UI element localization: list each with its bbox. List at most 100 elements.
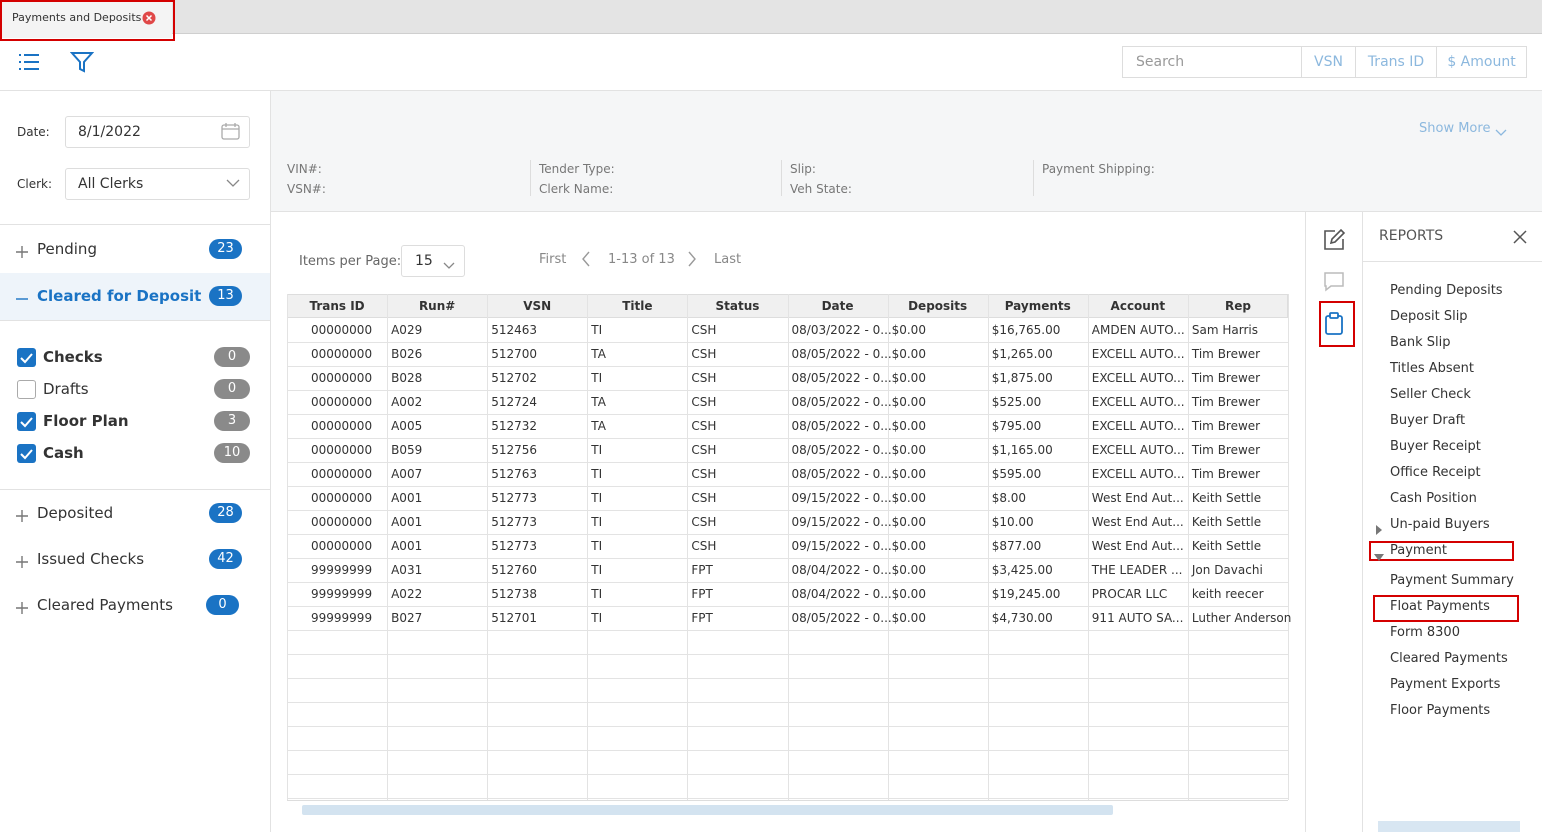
checkbox[interactable] bbox=[17, 348, 36, 367]
cell: $16,765.00 bbox=[991, 323, 1061, 337]
clipboard-icon[interactable] bbox=[1324, 312, 1344, 336]
dropdown-icon[interactable] bbox=[226, 178, 240, 188]
column-header[interactable]: VSN bbox=[523, 299, 552, 313]
date-value: 8/1/2022 bbox=[78, 124, 141, 140]
pager-range: 1-13 of 13 bbox=[608, 252, 675, 267]
cell: 512700 bbox=[491, 347, 537, 361]
expand-icon[interactable] bbox=[16, 599, 28, 614]
group-label[interactable]: Cleared Payments bbox=[37, 596, 173, 614]
row-line bbox=[287, 774, 1288, 775]
expand-icon[interactable] bbox=[16, 553, 28, 568]
report-link[interactable]: Form 8300 bbox=[1390, 625, 1460, 640]
report-link[interactable]: Seller Check bbox=[1390, 387, 1471, 402]
count-badge: 0 bbox=[214, 347, 250, 367]
column-header[interactable]: Rep bbox=[1224, 299, 1251, 313]
comment-icon[interactable] bbox=[1323, 271, 1345, 293]
expand-icon[interactable] bbox=[16, 290, 28, 302]
cell: $0.00 bbox=[891, 515, 926, 529]
search-box[interactable] bbox=[1122, 46, 1302, 78]
column-header[interactable]: Deposits bbox=[908, 299, 968, 313]
checkbox[interactable] bbox=[17, 380, 36, 399]
divider bbox=[1033, 160, 1034, 196]
report-link[interactable]: Buyer Receipt bbox=[1390, 439, 1481, 454]
group-label[interactable]: Deposited bbox=[37, 504, 114, 522]
calendar-icon[interactable] bbox=[221, 122, 241, 140]
cell: Tim Brewer bbox=[1191, 395, 1261, 409]
tab-close[interactable] bbox=[142, 11, 156, 25]
page-size-select[interactable] bbox=[401, 245, 465, 277]
cell: 08/05/2022 - 0... bbox=[791, 467, 892, 481]
close-icon[interactable] bbox=[1513, 230, 1527, 244]
item-label[interactable]: Cash bbox=[43, 444, 84, 462]
checkbox[interactable] bbox=[17, 412, 36, 431]
cell: 08/05/2022 - 0... bbox=[791, 419, 892, 433]
report-link[interactable]: Buyer Draft bbox=[1390, 413, 1466, 428]
tab[interactable]: Payments and Deposits bbox=[0, 0, 172, 38]
search-button[interactable]: $ Amount bbox=[1437, 46, 1527, 78]
chevron[interactable] bbox=[1495, 123, 1507, 136]
chevron[interactable] bbox=[443, 256, 455, 269]
report-link[interactable]: Floor Payments bbox=[1390, 703, 1491, 718]
list-icon[interactable] bbox=[18, 52, 40, 72]
date-input[interactable] bbox=[65, 116, 250, 148]
report-link[interactable]: Pending Deposits bbox=[1390, 283, 1503, 298]
clerk-select[interactable] bbox=[65, 168, 250, 200]
report-link[interactable]: Payment Summary bbox=[1390, 573, 1514, 588]
report-link[interactable]: Cleared Payments bbox=[1390, 651, 1508, 666]
divider bbox=[1362, 212, 1363, 832]
pager-last[interactable]: Last bbox=[714, 252, 742, 267]
column-header[interactable]: Account bbox=[1110, 299, 1166, 313]
filter-icon[interactable] bbox=[70, 51, 94, 73]
cell: 08/04/2022 - 0... bbox=[791, 587, 892, 601]
cell: TI bbox=[591, 587, 603, 601]
edit-icon[interactable] bbox=[1322, 228, 1346, 252]
expand-icon[interactable] bbox=[16, 507, 28, 522]
cell: 99999999 bbox=[311, 563, 373, 577]
expand-icon[interactable] bbox=[16, 243, 28, 258]
item-label[interactable]: Checks bbox=[43, 348, 103, 366]
report-link[interactable]: Un-paid Buyers bbox=[1390, 517, 1490, 532]
report-link[interactable]: Cash Position bbox=[1390, 491, 1477, 506]
cell: EXCELL AUTO... bbox=[1091, 419, 1185, 433]
group-label[interactable]: Pending bbox=[37, 240, 97, 258]
report-link[interactable]: Deposit Slip bbox=[1390, 309, 1468, 324]
cell: $8.00 bbox=[991, 491, 1027, 505]
report-link[interactable]: Bank Slip bbox=[1390, 335, 1451, 350]
item-label[interactable]: Floor Plan bbox=[43, 412, 129, 430]
report-link[interactable]: Payment Exports bbox=[1390, 677, 1501, 692]
pager-prev[interactable] bbox=[581, 251, 591, 267]
column-header[interactable]: Trans ID bbox=[309, 299, 365, 313]
count-badge: 0 bbox=[214, 379, 250, 399]
column-line bbox=[587, 294, 589, 800]
scrollbar[interactable] bbox=[302, 805, 1113, 815]
report-link[interactable]: Float Payments bbox=[1390, 599, 1490, 614]
pager-first[interactable]: First bbox=[539, 252, 567, 267]
cell: B026 bbox=[391, 347, 423, 361]
column-header[interactable]: Run# bbox=[418, 299, 456, 313]
cell: EXCELL AUTO... bbox=[1091, 443, 1185, 457]
report-link[interactable]: Office Receipt bbox=[1390, 465, 1481, 480]
row-line bbox=[287, 438, 1288, 439]
column-header[interactable]: Date bbox=[821, 299, 854, 313]
button[interactable] bbox=[1378, 821, 1520, 832]
expand-arrow[interactable] bbox=[1374, 547, 1384, 561]
show-more[interactable]: Show More bbox=[1419, 121, 1491, 136]
pager-next[interactable] bbox=[687, 251, 697, 267]
checkbox[interactable] bbox=[17, 444, 36, 463]
cell: TI bbox=[591, 539, 603, 553]
cell: 00000000 bbox=[311, 395, 373, 409]
group-label[interactable]: Cleared for Deposit bbox=[37, 287, 202, 305]
column-header[interactable]: Status bbox=[715, 299, 760, 313]
item-label[interactable]: Drafts bbox=[43, 380, 89, 398]
cell: 08/05/2022 - 0... bbox=[791, 611, 892, 625]
row-line bbox=[287, 390, 1288, 391]
group-label[interactable]: Issued Checks bbox=[37, 550, 145, 568]
search-button[interactable]: VSN bbox=[1302, 46, 1356, 78]
report-group[interactable]: Payment bbox=[1390, 543, 1447, 558]
search-button[interactable]: Trans ID bbox=[1356, 46, 1437, 78]
cell: West End Aut... bbox=[1091, 539, 1184, 553]
column-header[interactable]: Payments bbox=[1004, 299, 1071, 313]
expand-arrow[interactable] bbox=[1375, 520, 1383, 535]
report-link[interactable]: Titles Absent bbox=[1390, 361, 1475, 376]
column-header[interactable]: Title bbox=[622, 299, 653, 313]
